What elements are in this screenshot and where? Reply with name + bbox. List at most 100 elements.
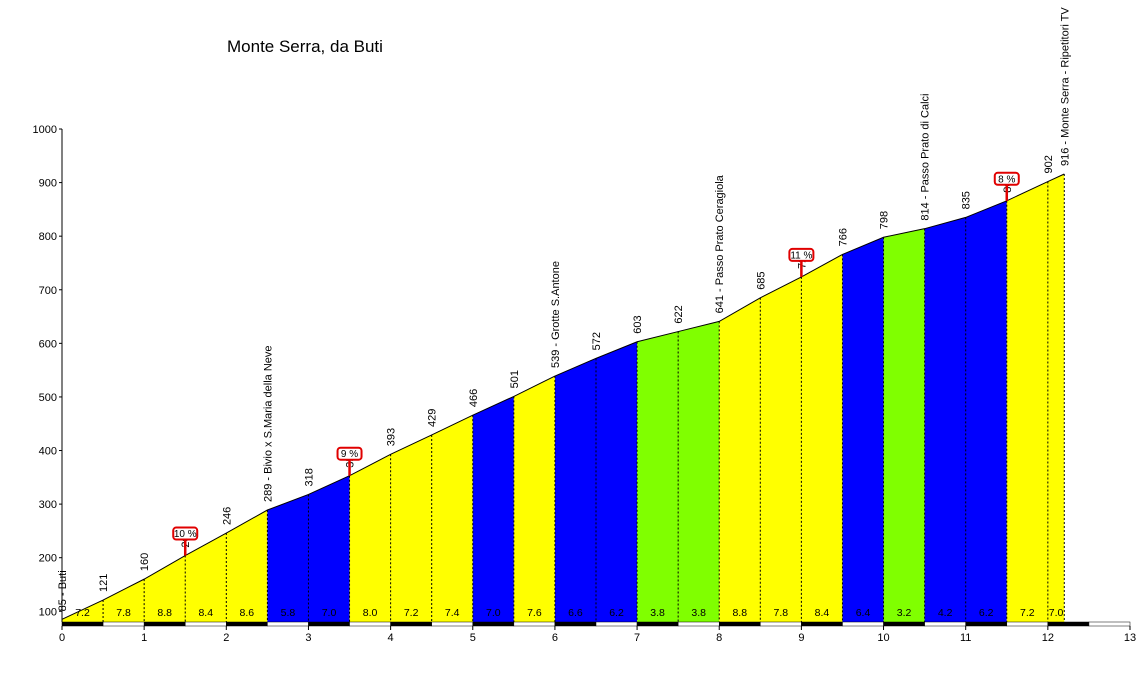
segment-area xyxy=(267,475,350,622)
km-bar-block xyxy=(308,621,350,627)
max-gradient-markers: 10 % 9 % 11 % 8 % xyxy=(172,171,1020,556)
altitude-label: 393 xyxy=(386,428,398,446)
max-gradient-badge xyxy=(172,526,199,541)
x-tick-label: 13 xyxy=(1124,632,1136,644)
km-bar-block xyxy=(431,621,474,627)
max-gradient-badge xyxy=(993,171,1020,186)
max-gradient-label: 8 % xyxy=(998,174,1015,185)
gradient-label: 7.0 xyxy=(322,607,337,619)
km-bar-block xyxy=(924,621,966,627)
km-bar-block xyxy=(513,621,556,627)
x-tick-label: 1 xyxy=(141,632,147,644)
y-tick-label: 200 xyxy=(39,553,57,565)
km-bar-block xyxy=(61,621,104,627)
km-bar-block xyxy=(595,621,638,627)
x-tick-label: 10 xyxy=(877,632,889,644)
altitude-label: 160 xyxy=(139,553,151,571)
y-tick-label: 300 xyxy=(39,499,57,511)
gradient-label: 8.4 xyxy=(198,607,213,619)
km-bar-block xyxy=(349,621,391,627)
altitude-labels: 85 - Buti121160204246289 - Bivio x S.Mar… xyxy=(57,7,1071,612)
x-tick-label: 12 xyxy=(1042,632,1054,644)
x-tick-label: 11 xyxy=(960,632,971,644)
km-dashed-lines xyxy=(102,174,1065,622)
gradient-label: 4.2 xyxy=(938,607,953,619)
gradient-label: 7.0 xyxy=(1049,607,1064,619)
km-bar-block xyxy=(1006,621,1049,627)
segment-area xyxy=(842,237,884,622)
gradient-labels: 7.2 7.8 8.8 8.4 8.6 5.8 7.0 8.0 7.2 7.4 7.0 7.6 6.6 6… xyxy=(75,607,1063,619)
y-tick-label: 900 xyxy=(39,178,57,190)
gradient-label: 8.6 xyxy=(240,607,255,619)
gradient-label: 7.4 xyxy=(445,607,460,619)
altitude-label: 539 - Grotte S.Antone xyxy=(550,261,562,368)
altitude-label: 318 xyxy=(303,468,315,486)
gradient-label: 8.8 xyxy=(732,607,747,619)
y-tick-label: 400 xyxy=(39,446,57,458)
gradient-label: 7.0 xyxy=(486,607,501,619)
altitude-label: 798 xyxy=(879,211,891,229)
km-bar-block xyxy=(226,621,268,627)
gradient-label: 3.8 xyxy=(650,607,665,619)
altitude-label: 835 xyxy=(961,191,973,209)
altitude-label: 685 xyxy=(755,271,767,289)
segment-area xyxy=(554,341,638,622)
altitude-label: 916 - Monte Serra - Ripetitori TV xyxy=(1059,7,1071,166)
gradient-label: 7.2 xyxy=(1020,607,1035,619)
segment-area xyxy=(883,228,925,622)
km-bar-block xyxy=(636,621,679,627)
km-bar-block xyxy=(472,621,515,627)
altitude-label: 641 - Passo Prato Ceragiola xyxy=(714,174,726,313)
x-tick-label: 5 xyxy=(470,632,476,644)
x-tick-label: 8 xyxy=(716,632,722,644)
km-bar-block xyxy=(390,621,432,627)
gradient-label: 3.2 xyxy=(897,607,912,619)
gradient-label: 6.6 xyxy=(568,607,583,619)
gradient-label: 7.6 xyxy=(527,607,542,619)
segment-area xyxy=(62,510,268,622)
km-bar-block xyxy=(1047,621,1090,627)
y-tick-label: 1000 xyxy=(33,124,57,136)
gradient-label: 6.2 xyxy=(979,607,994,619)
segment-area xyxy=(349,415,473,622)
altitude-label: 572 xyxy=(591,332,603,350)
altitude-label: 121 xyxy=(98,574,110,592)
km-bar-block xyxy=(718,621,761,627)
km-bar-block xyxy=(760,621,802,627)
x-tick-label: 3 xyxy=(305,632,311,644)
x-tick-label: 4 xyxy=(388,632,394,644)
gradient-label: 7.2 xyxy=(75,607,90,619)
max-gradient-badge xyxy=(788,247,815,262)
altitude-label: 429 xyxy=(427,409,439,427)
gradient-label: 6.2 xyxy=(609,607,624,619)
altitude-label: 622 xyxy=(673,305,685,323)
x-tick-label: 0 xyxy=(59,632,65,644)
gradient-label: 7.8 xyxy=(774,607,789,619)
altitude-label: 814 - Passo Prato di Calci xyxy=(920,93,932,220)
gradient-label: 8.8 xyxy=(157,607,172,619)
altitude-label: 246 xyxy=(221,507,233,525)
x-tick-label: 2 xyxy=(223,632,229,644)
altitude-label: 603 xyxy=(632,315,644,333)
km-bar-block xyxy=(1088,621,1131,627)
segment-area xyxy=(472,396,514,622)
altitude-label: 289 - Bivio x S.Maria della Neve xyxy=(262,345,274,502)
max-gradient-label: 9 % xyxy=(341,449,358,460)
y-tick-label: 700 xyxy=(39,285,57,297)
profile-line xyxy=(61,173,1065,620)
x-tick-label: 6 xyxy=(552,632,558,644)
altitude-label: 85 - Buti xyxy=(57,570,69,611)
segment-area xyxy=(513,376,555,622)
max-gradient-badge xyxy=(336,446,363,461)
max-gradient-label: 11 % xyxy=(790,250,812,261)
climb-segments xyxy=(62,174,1065,622)
gradient-label: 8.0 xyxy=(363,607,378,619)
y-tick-label: 600 xyxy=(39,338,57,350)
gradient-label: 6.4 xyxy=(856,607,871,619)
altitude-label: 501 xyxy=(509,370,521,388)
km-bar-block xyxy=(267,621,309,627)
km-bar-block xyxy=(143,621,186,627)
altitude-label: 466 xyxy=(468,389,480,407)
km-bar-block xyxy=(677,621,720,627)
